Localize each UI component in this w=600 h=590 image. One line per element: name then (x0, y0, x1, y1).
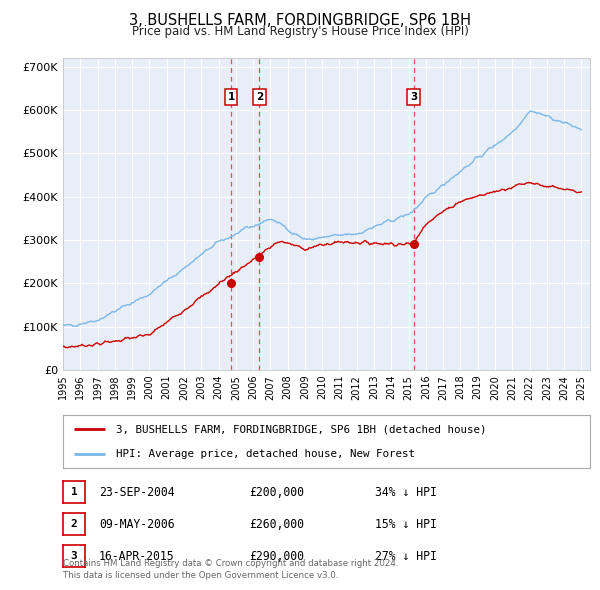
Text: This data is licensed under the Open Government Licence v3.0.: This data is licensed under the Open Gov… (63, 571, 338, 580)
Text: Contains HM Land Registry data © Crown copyright and database right 2024.: Contains HM Land Registry data © Crown c… (63, 559, 398, 568)
Text: 2: 2 (71, 519, 77, 529)
Text: 09-MAY-2006: 09-MAY-2006 (99, 517, 175, 530)
Text: 23-SEP-2004: 23-SEP-2004 (99, 486, 175, 499)
Text: 3, BUSHELLS FARM, FORDINGBRIDGE, SP6 1BH (detached house): 3, BUSHELLS FARM, FORDINGBRIDGE, SP6 1BH… (116, 424, 486, 434)
Text: 3: 3 (410, 92, 417, 102)
Text: 16-APR-2015: 16-APR-2015 (99, 549, 175, 562)
Text: £260,000: £260,000 (249, 517, 304, 530)
Text: 3, BUSHELLS FARM, FORDINGBRIDGE, SP6 1BH: 3, BUSHELLS FARM, FORDINGBRIDGE, SP6 1BH (129, 13, 471, 28)
Text: 2: 2 (256, 92, 263, 102)
Text: HPI: Average price, detached house, New Forest: HPI: Average price, detached house, New … (116, 448, 415, 458)
Text: 3: 3 (71, 551, 77, 561)
Text: 27% ↓ HPI: 27% ↓ HPI (375, 549, 437, 562)
Text: 15% ↓ HPI: 15% ↓ HPI (375, 517, 437, 530)
Text: £290,000: £290,000 (249, 549, 304, 562)
Text: £200,000: £200,000 (249, 486, 304, 499)
Text: Price paid vs. HM Land Registry's House Price Index (HPI): Price paid vs. HM Land Registry's House … (131, 25, 469, 38)
Text: 1: 1 (227, 92, 235, 102)
Text: 34% ↓ HPI: 34% ↓ HPI (375, 486, 437, 499)
Text: 1: 1 (71, 487, 77, 497)
